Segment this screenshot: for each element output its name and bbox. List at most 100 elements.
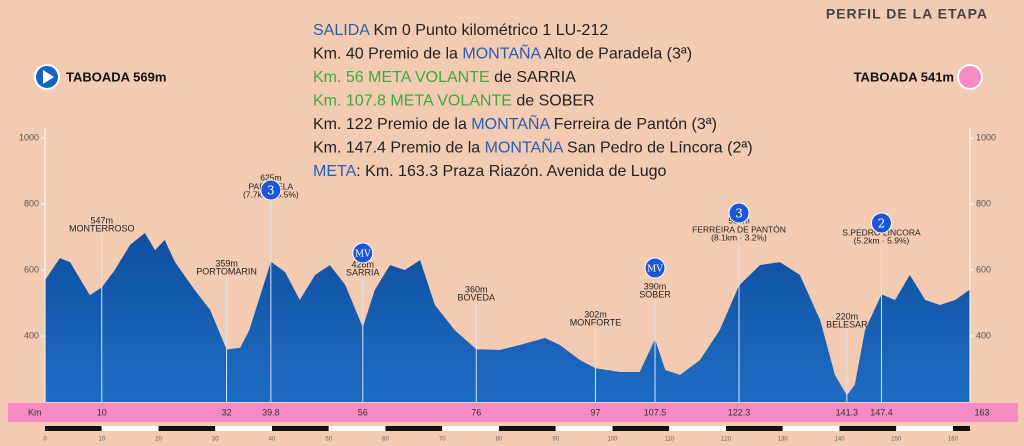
ruler-label: 70	[439, 437, 446, 443]
km-label: 10	[97, 407, 107, 417]
km-label: 122.3	[728, 407, 751, 417]
ruler-label: 130	[778, 437, 789, 443]
ruler-segment	[385, 426, 443, 431]
ruler-label: 150	[891, 437, 902, 443]
waypoint-elevation: 360m	[465, 284, 488, 294]
waypoint-name: MONFORTE	[570, 317, 621, 327]
info-line: Km. 122 Premio de la MONTAÑA Ferreira de…	[313, 113, 717, 133]
ruler-label: 100	[607, 437, 618, 443]
info-line: SALIDA Km 0 Punto kilométrico 1 LU-212	[313, 22, 608, 39]
ruler-label: 40	[269, 437, 276, 443]
info-segment: Km. 56 META VOLANTE	[313, 69, 490, 86]
waypoint-badge	[644, 257, 666, 279]
km-label: 163	[974, 407, 989, 417]
ruler-segment	[782, 426, 840, 431]
info-segment: MONTAÑA	[485, 137, 564, 157]
ruler-segment	[158, 426, 216, 431]
waypoint-elevation: 547m	[90, 215, 113, 225]
waypoint-detail: (8.1km · 3.2%)	[711, 232, 767, 242]
ruler-segment	[612, 426, 670, 431]
x-axis-label: Km	[28, 407, 42, 417]
waypoint-name: FERREIRA DE PANTÓN	[692, 224, 786, 234]
info-segment: Ferreira de Pantón (3ª)	[549, 116, 717, 133]
waypoint-detail: (5.2km · 5.9%)	[854, 235, 910, 245]
waypoint-badge-text: MV	[355, 250, 371, 260]
waypoint-name: PORTOMARIN	[196, 266, 257, 276]
ruler-segment	[725, 426, 783, 431]
waypoint-elevation: 359m	[215, 258, 238, 268]
waypoint-badge-text: MV	[647, 265, 663, 275]
ruler-label: 60	[382, 437, 389, 443]
ruler-segment	[498, 426, 556, 431]
ruler-label: 120	[721, 437, 732, 443]
waypoint-name: SARRIA	[346, 267, 380, 277]
waypoint-name: BELESAR	[826, 319, 868, 329]
ruler-label: 0	[43, 437, 47, 443]
info-line: Km. 107.8 META VOLANTE de SOBER	[313, 93, 595, 110]
info-segment: Km 0 Punto kilométrico 1 LU-212	[369, 22, 608, 39]
waypoint-elevation: 426m	[352, 259, 375, 269]
waypoint-badge-text: 2	[878, 217, 886, 231]
y-tick-label: 600	[24, 264, 39, 274]
info-segment: Km. 40 Premio de la	[313, 46, 462, 63]
y-tick-label: 400	[24, 330, 39, 340]
waypoint-badge	[260, 179, 282, 201]
ruler-label: 50	[325, 437, 332, 443]
info-segment: SALIDA	[313, 22, 370, 39]
km-label: 76	[471, 407, 481, 417]
ruler-label: 10	[98, 437, 105, 443]
info-line: Km. 147.4 Premio de la MONTAÑA San Pedro…	[313, 137, 753, 157]
ruler-segment	[271, 426, 329, 431]
waypoint-name: MONTERROSO	[69, 223, 135, 233]
y-tick-label: 1000	[976, 132, 996, 142]
km-label: 97	[590, 407, 600, 417]
km-label: 147.4	[870, 407, 893, 417]
km-label: 141.3	[836, 407, 859, 417]
start-label: TABOADA 569m	[66, 69, 166, 84]
info-segment: de SOBER	[512, 93, 595, 110]
chart-title: PERFIL DE LA ETAPA	[826, 6, 988, 22]
y-tick-label: 800	[976, 198, 991, 208]
info-segment: Km. 107.8 META VOLANTE	[313, 93, 512, 110]
info-segment: META	[313, 163, 357, 180]
info-segment: Km. 122 Premio de la	[313, 116, 471, 133]
ruler-label: 110	[664, 437, 674, 443]
ruler-segment	[328, 426, 386, 431]
waypoint-badge	[728, 202, 750, 224]
ruler-segment	[555, 426, 613, 431]
km-label: 56	[358, 407, 368, 417]
ruler-segment	[45, 426, 102, 431]
info-segment: San Pedro de Líncora (2ª)	[563, 140, 753, 157]
y-tick-label: 800	[24, 198, 39, 208]
ruler-segment	[101, 426, 159, 431]
finish-label: TABOADA 541m	[854, 69, 954, 84]
y-tick-label: 1000	[19, 132, 39, 142]
waypoint-elevation: 302m	[584, 309, 607, 319]
waypoint-elevation: 625m	[260, 172, 281, 182]
info-segment: Alto de Paradela (3ª)	[540, 46, 692, 63]
finish-icon	[957, 64, 983, 90]
info-segment: MONTAÑA	[462, 43, 541, 63]
ruler-segment	[839, 426, 897, 431]
info-line: Km. 40 Premio de la MONTAÑA Alto de Para…	[313, 43, 692, 63]
ruler-label: 20	[155, 437, 162, 443]
elevation-area	[45, 233, 970, 402]
ruler-segment	[669, 426, 726, 431]
ruler-segment	[442, 426, 499, 431]
ruler-label: 30	[212, 437, 219, 443]
info-line: META: Km. 163.3 Praza Riazón. Avenida de…	[313, 163, 667, 180]
ruler-segment	[952, 426, 970, 431]
y-tick-label: 600	[976, 264, 991, 274]
km-label: 107.5	[644, 407, 667, 417]
y-tick-label: 400	[976, 330, 991, 340]
waypoint-elevation: 220m	[836, 311, 859, 321]
km-band	[8, 403, 1018, 422]
info-line: Km. 56 META VOLANTE de SARRIA	[313, 69, 576, 86]
ruler-label: 90	[552, 437, 559, 443]
info-segment: MONTAÑA	[471, 113, 550, 133]
km-label: 32	[222, 407, 232, 417]
waypoint-elevation: 390m	[644, 281, 667, 291]
km-label: 39.8	[262, 407, 280, 417]
ruler-label: 140	[834, 437, 845, 443]
ruler-label: 80	[496, 437, 503, 443]
